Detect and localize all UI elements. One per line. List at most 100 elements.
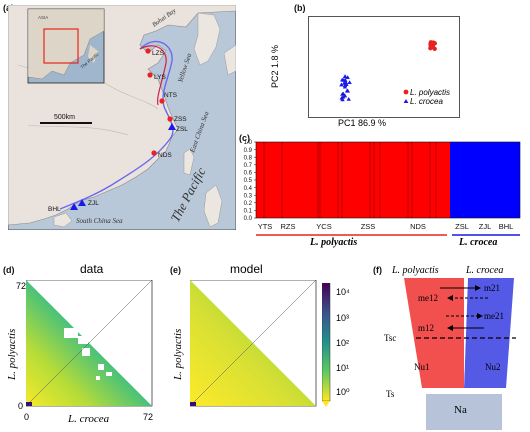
philippines-shape [203,184,223,228]
admixture-pop-label-zjl: ZJL [479,222,492,231]
sfs-data-ymax: 72 [16,281,27,291]
sfs-data-plot [26,280,153,407]
site-lys [147,72,153,78]
admixture-pop-label-ycs: YCS [316,222,331,231]
sfs-data-xlabel: L. crocea [68,413,110,425]
site-label-zsl: ZSL [176,126,188,133]
admixture-ytick-label: 0.2 [244,201,253,207]
sfs-data-missing-cells [64,328,112,380]
sfs-data-xmin: 0 [24,412,30,422]
pop-nu1-shape [404,278,468,388]
site-label-nts: NTS [164,92,178,99]
site-label-nds: NDS [158,152,172,159]
pca-cluster-crocea [339,74,352,102]
panel-label-c: (c) [239,133,250,143]
inset-map [27,8,105,84]
pca-point-crocea [342,83,348,88]
admixture-population-labels: YTS RZS YCS ZSS NDS ZSL ZJL BHL [258,222,514,231]
admixture-ytick-label: 0.1 [244,209,253,215]
japan-shape [223,44,236,76]
pca-xlabel: PC1 86.9 % [338,118,387,128]
pca-point-polyactis [432,46,437,51]
site-zss [167,116,173,122]
pca-point-crocea [342,74,348,78]
colorbar-ticks: 10⁴ 10³ 10² 10¹ 10⁰ [336,283,366,407]
pca-plot [339,40,437,103]
site-bhl [70,203,78,210]
admixture-ytick-label: 0.6 [244,171,253,177]
pca-legend-crocea: L. crocea [410,97,443,106]
pca-plot-frame [308,16,460,118]
colorbar-tick-1: 10¹ [336,363,350,373]
pca-point-crocea [347,80,352,85]
pop-nu2-shape [464,278,514,388]
panel-label-d: (d) [3,265,15,275]
colorbar [322,283,331,407]
admixture-ytick-label: 0.5 [244,178,253,184]
label-tsc: Tsc [384,333,397,343]
label-me12: me12 [418,293,438,303]
model-left-title: L. polyactis [392,265,439,276]
pca-point-polyactis [431,41,436,47]
pca-legend-polyactis-marker [403,89,409,95]
site-label-lys: LYS [154,74,166,81]
pca-point-crocea [339,82,344,87]
group-label-crocea: L. crocea [459,237,498,248]
label-me21: me21 [484,311,504,321]
pca-legend-crocea-marker [403,99,409,103]
pca-point-crocea [345,75,350,80]
sfs-data-ylabel: L. polyactis [6,328,18,380]
admixture-ytick-label: 0.9 [244,148,253,154]
admixture-pop-label-nds: NDS [410,222,426,231]
admixture-pop-label-yts: YTS [258,222,273,231]
site-zjl [78,199,86,206]
site-label-zss: ZSS [174,116,187,123]
panel-label-b: (b) [294,3,306,13]
site-label-zjl: ZJL [88,200,99,207]
pca-point-crocea [346,96,351,101]
panel-label-f: (f) [373,265,382,275]
pop-na-shape [426,394,502,430]
group-label-polyactis: L. polyactis [310,237,358,248]
label-nu1: Nu1 [414,362,430,372]
colorbar-tick-2: 10² [336,338,350,348]
pca-point-crocea [340,94,346,99]
sea-south-china: South China Sea [76,217,123,225]
model-diagram [404,278,516,430]
site-zsl [168,123,176,130]
pca-ylabel: PC2 1.8 % [270,44,280,88]
site-lzs [145,48,151,54]
admixture-plot: 0.00.1 0.2 0.30.4 0.50.6 0.7 0.80.9 1.0 YTS RZS… [244,140,521,236]
pca-legend-polyactis: L. polyactis [410,88,451,97]
admixture-ytick-label: 1.0 [244,140,253,146]
admixture-cluster-polyactis [256,142,450,218]
hainan-shape [53,212,73,228]
colorbar-tick-3: 10³ [336,313,350,323]
admixture-y-axis: 0.00.1 0.2 0.30.4 0.50.6 0.7 0.80.9 1.0 [244,140,256,222]
admixture-cluster-crocea [450,142,520,218]
admixture-pop-label-zsl: ZSL [455,222,469,231]
pca-point-crocea [341,91,346,96]
sfs-model-plot [190,280,317,407]
admixture-ytick-label: 0.0 [244,216,253,222]
label-m21: m21 [484,283,501,293]
inset-highlight-box [43,28,79,64]
panel-label-e: (e) [170,265,181,275]
sfs-model-ylabel: L. polyactis [172,328,184,380]
sfs-model-title: model [230,262,263,276]
label-na: Na [454,404,467,416]
korea-shape [193,12,221,66]
map-panel: ASIA The Pacific 500km Bohai Bay Yellow … [8,5,236,230]
admixture-ytick-label: 0.8 [244,155,253,161]
taiwan-shape [183,148,195,176]
admixture-ytick-label: 0.3 [244,193,253,199]
inset-asia-label: ASIA [38,15,48,20]
admixture-ytick-label: 0.4 [244,186,253,192]
admixture-ytick-label: 0.7 [244,163,253,169]
pca-cluster-polyactis [428,40,437,51]
pca-point-crocea [344,88,350,93]
sfs-data-title: data [80,262,104,276]
site-label-lzs: LZS [152,50,165,57]
pca-point-crocea [341,77,346,82]
admixture-pop-label-bhl: BHL [499,222,514,231]
